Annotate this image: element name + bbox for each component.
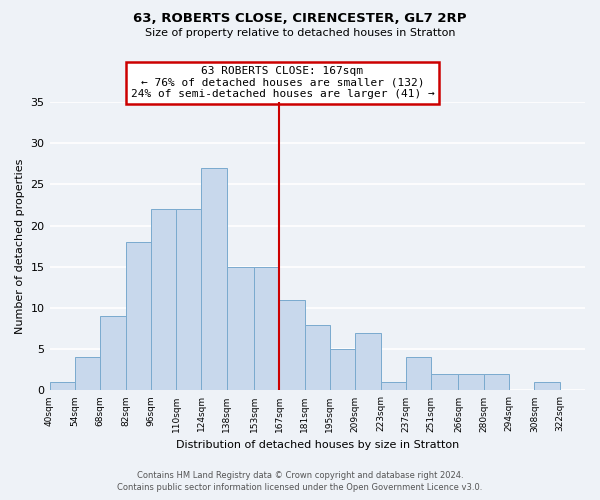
Bar [202,168,227,390]
Y-axis label: Number of detached properties: Number of detached properties [15,158,25,334]
Bar [125,242,151,390]
Bar [151,209,176,390]
Bar [484,374,509,390]
Bar [406,358,431,390]
Bar [431,374,458,390]
Bar [227,267,254,390]
Bar [176,209,202,390]
Bar [380,382,406,390]
Bar [458,374,484,390]
Bar [75,358,100,390]
Text: Contains HM Land Registry data © Crown copyright and database right 2024.
Contai: Contains HM Land Registry data © Crown c… [118,471,482,492]
Text: Size of property relative to detached houses in Stratton: Size of property relative to detached ho… [145,28,455,38]
Bar [254,267,279,390]
Text: 63, ROBERTS CLOSE, CIRENCESTER, GL7 2RP: 63, ROBERTS CLOSE, CIRENCESTER, GL7 2RP [133,12,467,26]
Text: 63 ROBERTS CLOSE: 167sqm
← 76% of detached houses are smaller (132)
24% of semi-: 63 ROBERTS CLOSE: 167sqm ← 76% of detach… [131,66,434,99]
Bar [279,300,305,390]
Bar [50,382,75,390]
X-axis label: Distribution of detached houses by size in Stratton: Distribution of detached houses by size … [176,440,459,450]
Bar [355,333,380,390]
Bar [305,324,330,390]
Bar [535,382,560,390]
Bar [330,349,355,391]
Bar [100,316,125,390]
